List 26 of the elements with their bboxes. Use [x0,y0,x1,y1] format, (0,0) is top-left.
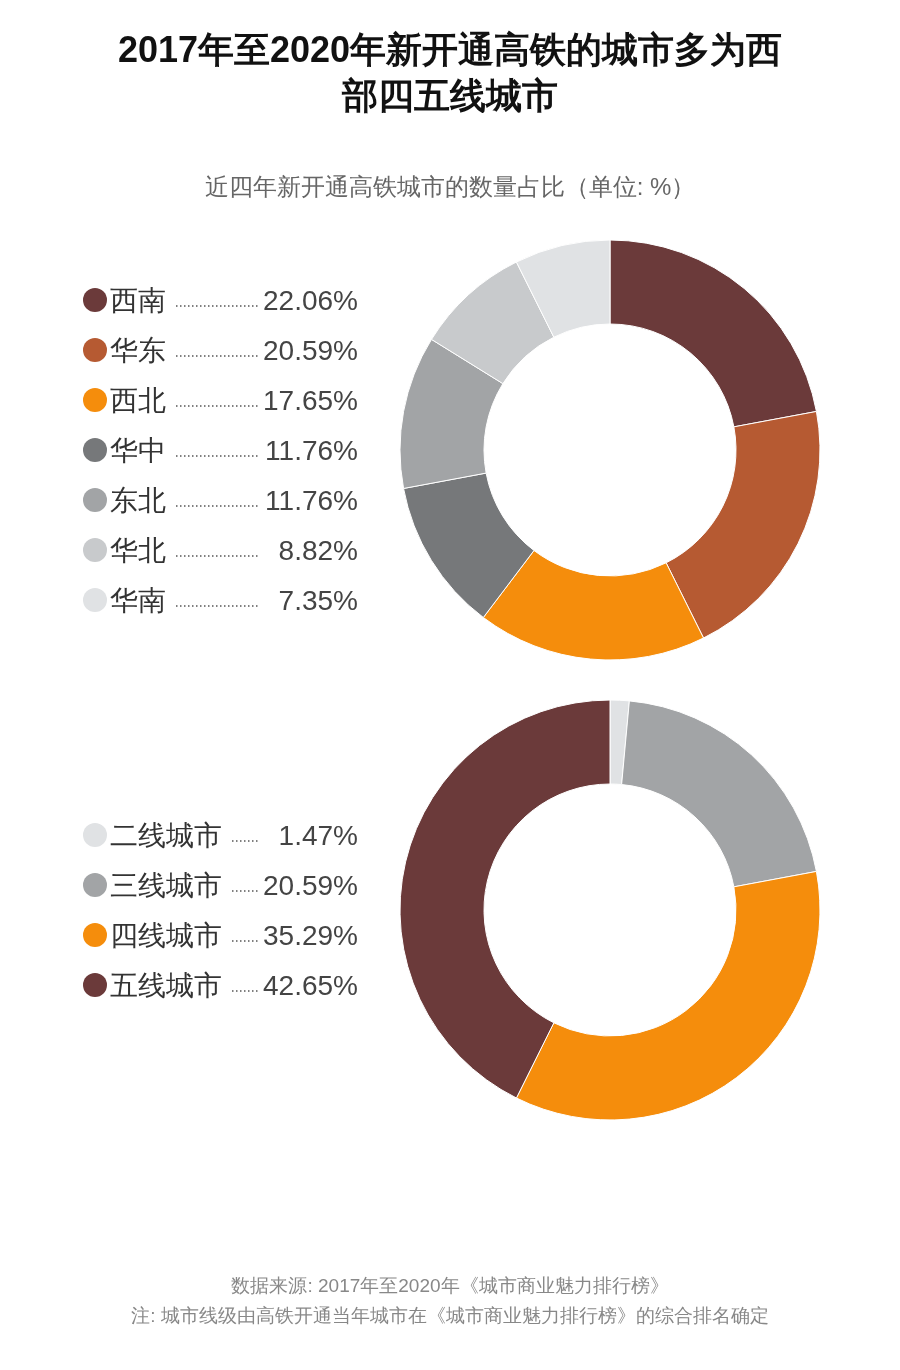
data-label: 35.29% [263,920,358,951]
data-label: 1.47% [278,820,358,851]
data-label: 22.06% [263,285,358,316]
legend-label: 二线城市 [110,820,222,851]
legend-label: 东北 [110,485,166,516]
legend-label: 三线城市 [110,870,222,901]
data-label: 11.76% [265,435,358,466]
legend-label: 华中 [110,435,166,466]
legend-label: 华南 [110,585,166,616]
data-label: 7.35% [278,585,358,616]
legend-label: 华东 [110,335,166,366]
data-label: 20.59% [263,335,358,366]
data-label: 20.59% [263,870,358,901]
data-label: 11.76% [265,485,358,516]
legend-label: 华北 [110,535,166,566]
chart-title: 2017年至2020年新开通高铁的城市多为西部四五线城市 [117,29,783,116]
data-label: 8.82% [278,535,358,566]
data-label: 17.65% [263,385,358,416]
source-note: 数据来源: 2017年至2020年《城市商业魅力排行榜》 [231,1275,669,1296]
data-label: 42.65% [263,970,358,1001]
legend-label: 五线城市 [110,970,222,1001]
legend-label: 四线城市 [110,920,222,951]
chart-subtitle: 近四年新开通高铁城市的数量占比（单位: %） [204,173,696,200]
text: 注: 城市线级由高铁开通当年城市在《城市商业魅力排行榜》的综合排名确定 [131,1305,769,1326]
legend-label: 西北 [110,385,166,416]
legend-label: 西南 [110,285,166,316]
